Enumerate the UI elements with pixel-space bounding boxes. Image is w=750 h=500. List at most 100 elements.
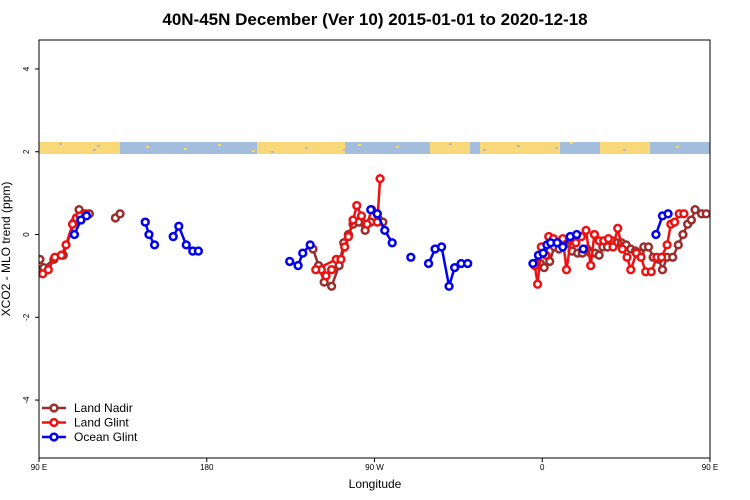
data-point [69,229,80,240]
band-speckle [93,149,96,151]
data-point [193,246,204,256]
band-speckle [59,143,62,145]
data-point [366,205,376,215]
data-point [686,215,697,225]
band-speckle [396,146,399,148]
y-axis-label: XCO2 - MLO trend (ppm) [0,182,13,317]
band-speckle [131,151,134,153]
data-point [362,219,372,229]
band-speckle [199,143,202,145]
data-point [662,240,672,250]
legend-marker [49,432,59,442]
data-point [643,242,654,252]
land-patch [39,142,120,154]
band-speckle [623,149,626,151]
y-tick-label: 4 [22,66,31,71]
band-speckle [252,150,255,152]
data-point [690,205,700,215]
band-speckle [305,147,308,149]
data-point [581,225,591,236]
band-speckle [430,142,433,144]
band-speckle [146,146,149,148]
data-point [56,250,67,260]
data-point [578,244,588,254]
band-speckle [78,144,81,146]
data-point [539,262,549,273]
legend-marker [49,403,59,413]
data-point [380,225,390,236]
data-point [561,265,572,275]
y-tick-label: 2 [22,149,31,154]
data-point [532,279,543,289]
data-point [115,209,125,219]
data-point [613,223,623,233]
data-point [343,231,354,242]
data-point [326,265,337,275]
data-point [669,217,680,227]
data-point [149,240,160,250]
data-point [586,260,596,271]
data-point [311,265,321,275]
band-speckle [377,145,380,147]
band-speckle [184,148,187,150]
band-speckle [661,151,664,153]
band-speckle [290,142,293,144]
series-layer [39,173,729,291]
data-point [348,215,358,225]
band-speckle [358,144,361,146]
band-speckle [44,148,47,150]
band-speckle [237,145,240,147]
data-point [375,173,385,184]
band-speckle [464,148,467,150]
x-tick-label: 90 W [365,463,384,472]
data-point [701,209,710,219]
data-point [321,271,331,281]
y-tick-label: 0 [22,232,31,237]
data-point [626,265,636,275]
data-point [174,221,184,231]
band-speckle [343,149,346,151]
data-point [617,244,628,254]
x-tick-label: 180 [200,463,214,472]
x-tick-label: 0 [540,463,545,472]
data-point [340,242,350,252]
land-ocean-band [39,142,710,154]
band-speckle [324,148,327,150]
chart-title: 40N-45N December (Ver 10) 2015-01-01 to … [162,10,587,29]
data-point [545,256,555,267]
data-point [168,231,178,242]
band-speckle [449,143,452,145]
data-point [673,240,683,250]
data-point [436,242,447,252]
y-tick-label: -2 [22,313,31,321]
band-speckle [218,144,221,146]
data-point [61,240,71,250]
data-point [285,256,295,267]
data-point [651,229,661,240]
band-speckle [695,147,698,149]
series-line [725,216,729,220]
land-patch [480,142,560,154]
data-point [181,240,191,250]
data-point [594,250,604,260]
x-tick-label: 90 E [31,463,47,472]
band-speckle [589,143,592,145]
x-axis-label: Longitude [349,477,402,491]
data-point [668,252,678,262]
band-speckle [570,142,573,144]
band-speckle [112,150,115,152]
data-point [43,265,53,275]
series-line [289,244,312,268]
legend-marker [49,417,59,428]
data-point [372,209,382,219]
data-point [298,248,308,258]
data-point [352,200,362,211]
series-ocean-glint [69,205,673,291]
band-speckle [411,151,414,153]
band-speckle [165,147,168,149]
legend-label: Land Nadir [74,401,133,415]
legend-label: Ocean Glint [74,430,138,444]
data-point [293,260,303,271]
